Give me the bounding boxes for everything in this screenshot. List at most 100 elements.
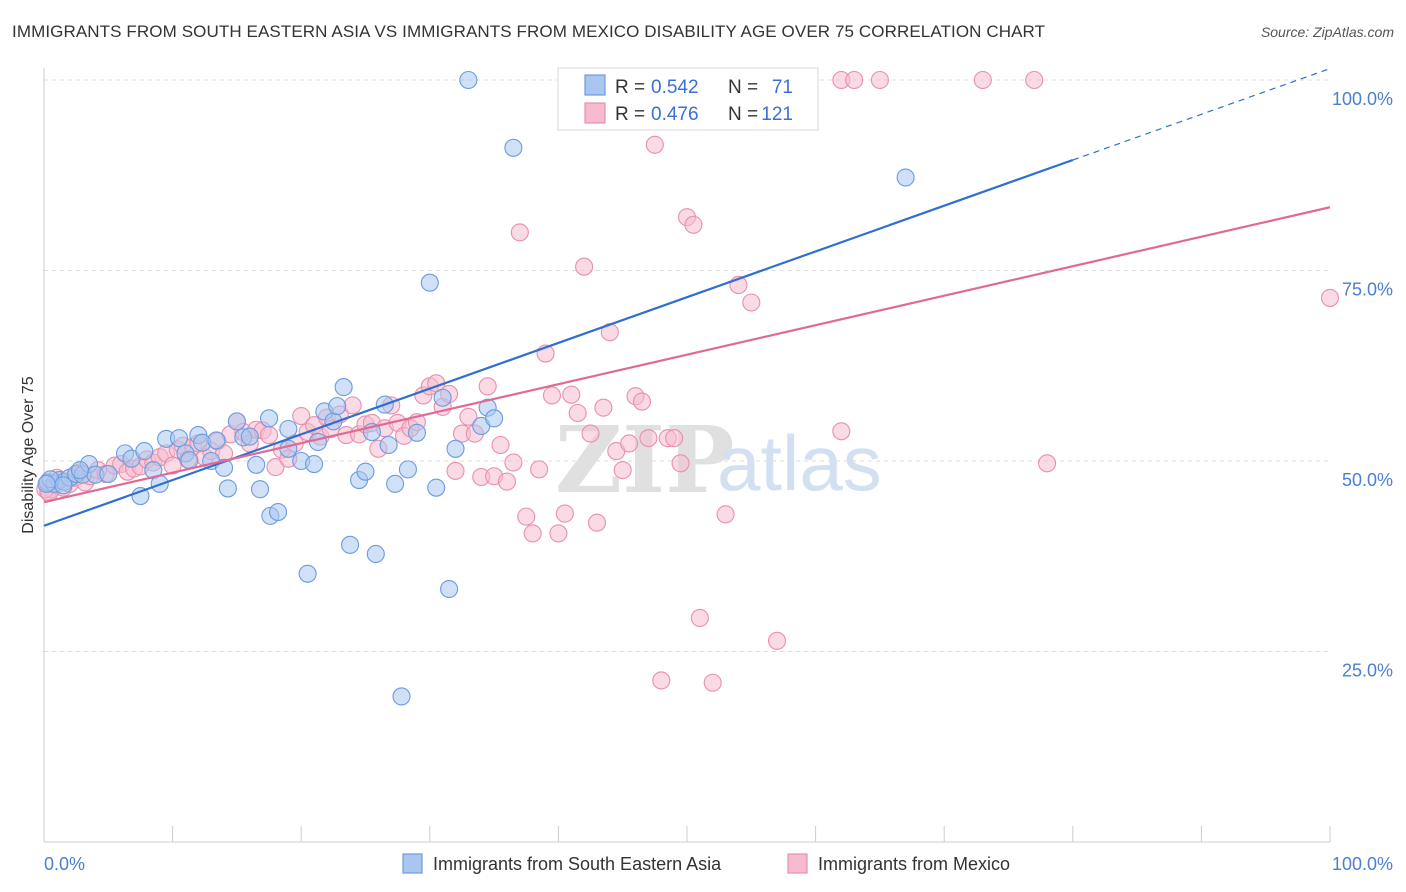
mexico-point — [575, 257, 594, 276]
mexico-point — [259, 426, 279, 445]
mexico-point — [562, 385, 581, 404]
south-eastern-asia-point — [247, 455, 266, 474]
south-eastern-asia-point — [433, 388, 452, 407]
south-eastern-asia-point — [459, 70, 478, 90]
mexico-point — [292, 406, 311, 426]
mexico-point — [587, 513, 607, 532]
mexico-point — [690, 608, 709, 628]
stats-box: R = 0.542 N = 71 R = 0.476 N = 121 — [557, 67, 819, 131]
mexico-point — [549, 524, 568, 543]
mexico-point — [684, 215, 703, 234]
x-tick-label-max: 100.0% — [1332, 854, 1393, 874]
legend-label-south-eastern-asia: Immigrants from South Eastern Asia — [433, 854, 722, 874]
mexico-point — [870, 70, 889, 90]
chart-title: IMMIGRANTS FROM SOUTH EASTERN ASIA VS IM… — [12, 22, 1046, 41]
watermark: ZIP atlas — [555, 406, 882, 514]
y-tick-label: 50.0% — [1342, 470, 1393, 490]
mexico-point — [530, 460, 549, 479]
mexico-point — [716, 505, 735, 524]
y-axis-title: Disability Age Over 75 — [20, 376, 37, 534]
south-eastern-asia-point — [37, 474, 56, 493]
south-eastern-asia-point — [259, 409, 279, 428]
mexico-point — [742, 293, 761, 312]
south-eastern-asia-point — [99, 464, 118, 484]
stats-n-value-2: 121 — [761, 104, 793, 125]
mexico-point — [665, 429, 684, 448]
south-eastern-asia-point — [398, 460, 417, 479]
south-eastern-asia-point — [218, 479, 237, 498]
legend-swatch-mexico — [787, 853, 808, 874]
mexico-point — [497, 472, 517, 491]
south-eastern-asia-point — [446, 439, 465, 458]
source-attribution: Source: ZipAtlas.com — [1260, 24, 1394, 40]
mexico-point — [613, 461, 632, 480]
stats-swatch-blue — [584, 74, 606, 96]
mexico-point — [491, 435, 510, 455]
stats-n-label-1: N = — [728, 77, 763, 98]
south-eastern-asia-point — [298, 564, 317, 583]
y-tick-label: 25.0% — [1342, 661, 1393, 681]
south-eastern-asia-point — [366, 544, 385, 564]
mexico-point — [459, 407, 478, 426]
mexico-trend-line — [43, 206, 1331, 504]
stats-r-label-2: R = — [615, 104, 650, 125]
south-eastern-asia-trend-line — [43, 158, 1074, 527]
south-eastern-asia-point — [279, 419, 298, 439]
south-eastern-asia-point — [308, 432, 327, 452]
mexico-point — [504, 453, 523, 472]
mexico-point — [523, 524, 542, 543]
mexico-point — [478, 377, 497, 396]
south-eastern-asia-point — [407, 423, 426, 442]
south-eastern-asia-point — [70, 461, 90, 480]
south-eastern-asia-point — [341, 535, 360, 554]
south-eastern-asia-point — [356, 462, 375, 481]
axis-layer: 0.0% 100.0% Disability Age Over 75 25.0%… — [20, 68, 1393, 874]
legend: Immigrants from South Eastern Asia Immig… — [402, 853, 1010, 874]
south-eastern-asia-point — [169, 429, 189, 448]
mexico-point — [510, 223, 529, 242]
south-eastern-asia-point — [131, 487, 150, 506]
mexico-point — [1320, 288, 1340, 307]
watermark-atlas: atlas — [717, 419, 882, 507]
mexico-point — [645, 135, 664, 154]
stats-n-value-1: 71 — [772, 77, 793, 98]
mexico-point — [568, 403, 587, 423]
south-eastern-asia-point — [896, 168, 915, 187]
south-eastern-asia-point — [305, 454, 324, 474]
y-tick-label: 100.0% — [1332, 89, 1393, 109]
south-eastern-asia-point — [207, 431, 226, 450]
south-eastern-asia-point — [392, 687, 411, 706]
south-eastern-asia-points — [37, 70, 915, 706]
mexico-point — [620, 434, 639, 453]
mexico-points — [36, 70, 1340, 692]
south-eastern-asia-point — [328, 397, 347, 416]
mexico-point — [343, 396, 362, 415]
south-eastern-asia-point — [227, 412, 246, 431]
mexico-point — [446, 461, 465, 480]
mexico-point — [639, 429, 658, 448]
mexico-point — [973, 70, 992, 90]
mexico-point — [632, 392, 652, 411]
stats-r-value-1: 0.542 — [651, 77, 699, 98]
mexico-point — [581, 424, 600, 443]
stats-r-label-1: R = — [615, 77, 650, 98]
mexico-point — [671, 454, 690, 473]
mexico-point — [652, 671, 671, 690]
x-tick-label-min: 0.0% — [44, 854, 85, 874]
y-tick-label: 75.0% — [1342, 280, 1393, 300]
south-eastern-asia-point — [54, 476, 73, 495]
south-eastern-asia-point — [379, 435, 398, 455]
mexico-point — [542, 386, 562, 405]
south-eastern-asia-point — [386, 474, 405, 493]
stats-swatch-pink — [584, 102, 606, 124]
south-eastern-asia-point — [269, 503, 288, 522]
south-eastern-asia-point — [440, 579, 459, 599]
grid-layer — [44, 79, 1330, 652]
south-eastern-asia-point — [420, 273, 439, 292]
legend-label-mexico: Immigrants from Mexico — [818, 854, 1010, 874]
mexico-point — [703, 673, 722, 692]
mexico-point — [517, 507, 536, 526]
south-eastern-asia-point — [135, 442, 154, 461]
south-eastern-asia-point — [485, 409, 504, 428]
